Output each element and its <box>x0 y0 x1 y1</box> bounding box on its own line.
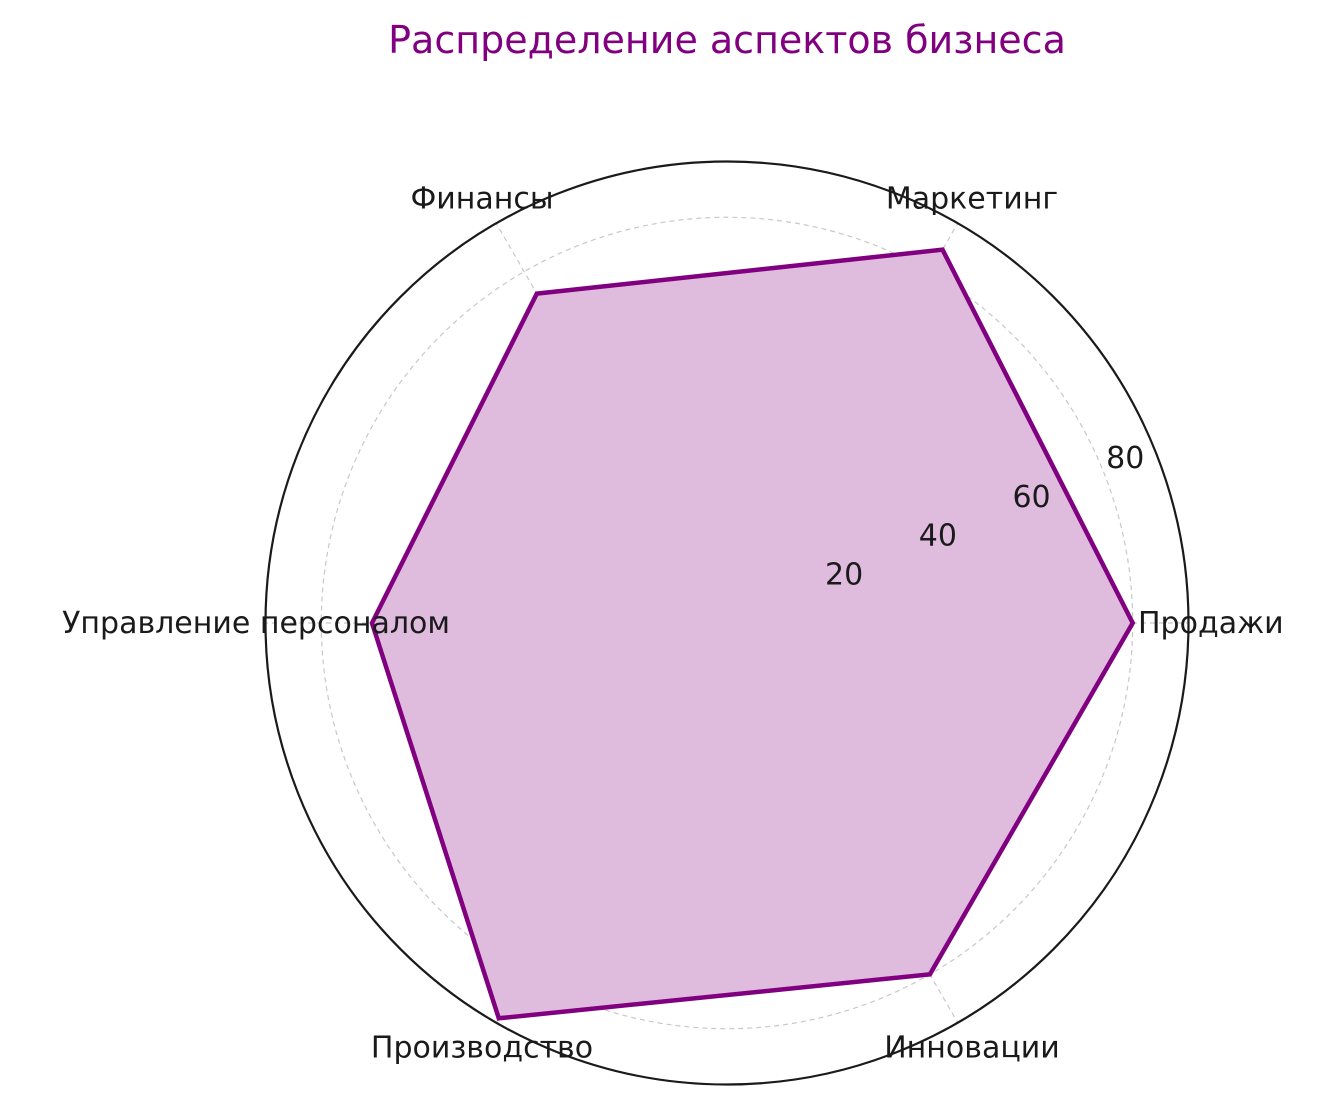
r-tick-label: 20 <box>825 557 863 592</box>
outer-frame <box>264 160 1190 1086</box>
category-label: Производство <box>371 1030 593 1065</box>
category-label: Продажи <box>1138 606 1284 641</box>
data-point <box>370 621 374 625</box>
r-tick-label: 40 <box>919 519 957 554</box>
chart-title: Распределение аспектов бизнеса <box>388 18 1066 62</box>
series-fill <box>372 249 1133 1019</box>
r-tick-label: 80 <box>1106 441 1144 476</box>
data-point <box>927 972 932 977</box>
category-label: Финансы <box>410 182 553 217</box>
r-tick-label: 60 <box>1012 480 1050 515</box>
data-point <box>940 247 945 252</box>
category-label: Управление персоналом <box>62 606 450 641</box>
labels: 20 40 60 80 Продажи Маркетинг Финансы Управлени… <box>62 182 1283 1066</box>
category-label: Инновации <box>884 1030 1060 1065</box>
series <box>369 247 1136 1021</box>
data-point <box>534 291 539 296</box>
data-point <box>496 1016 501 1021</box>
data-point <box>1130 621 1135 625</box>
category-label: Маркетинг <box>886 182 1058 217</box>
